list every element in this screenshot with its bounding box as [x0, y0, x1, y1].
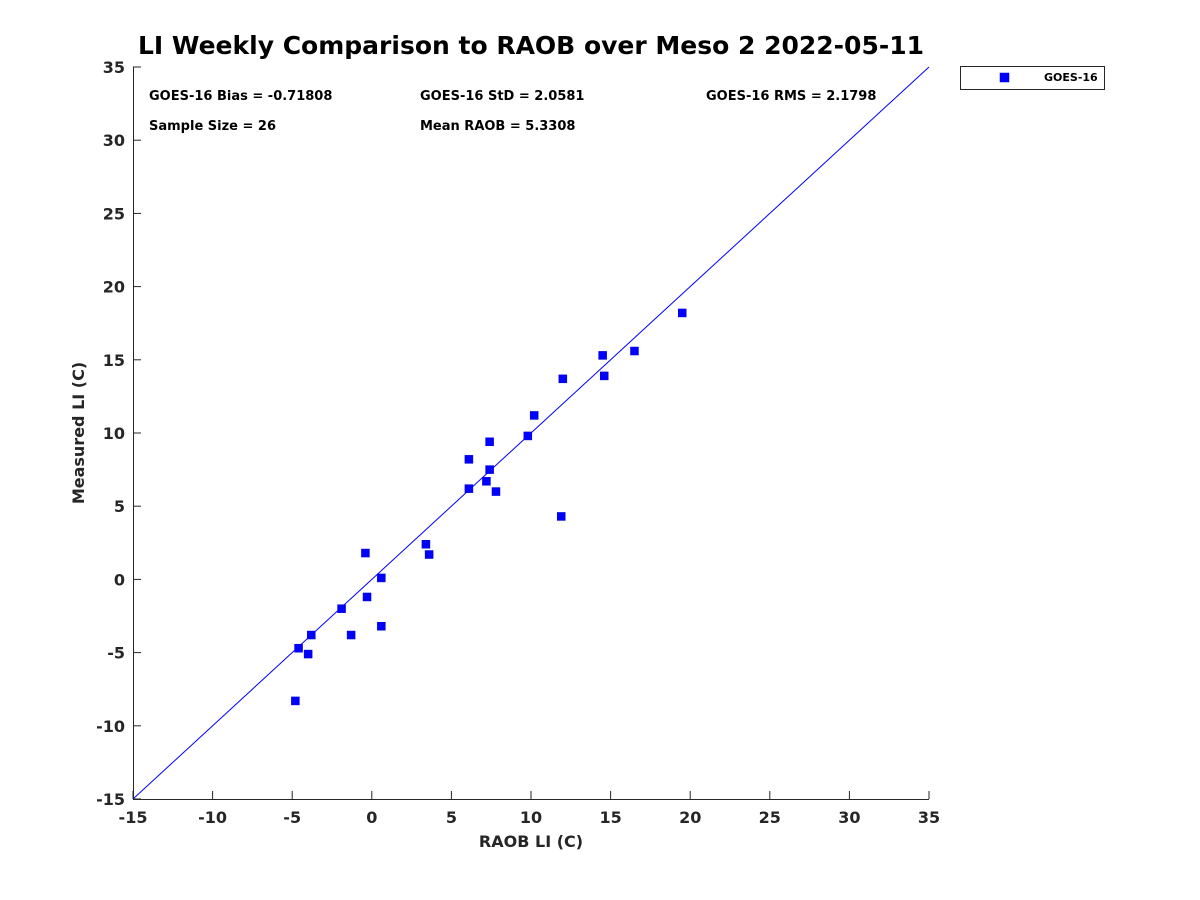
x-tick-label: -15 [119, 808, 148, 827]
data-point [303, 649, 313, 659]
data-point [482, 477, 491, 486]
y-tick-label: 0 [114, 570, 125, 589]
y-tick-label: 10 [103, 424, 125, 443]
x-tick-label: -10 [198, 808, 227, 827]
data-point [464, 455, 474, 464]
data-point [485, 465, 494, 474]
x-tick-label: 10 [520, 808, 542, 827]
mean-raob-annotation: Mean RAOB = 5.3308 [420, 119, 575, 134]
data-point [294, 643, 303, 653]
data-point [599, 371, 609, 381]
chart-title: LI Weekly Comparison to RAOB over Meso 2… [138, 31, 924, 60]
y-axis-ticks: -15 -10 -5 0 5 10 15 20 25 30 35 [96, 58, 141, 809]
data-point [377, 621, 386, 631]
y-tick-label: -5 [107, 644, 125, 663]
data-point [558, 374, 568, 384]
data-point [630, 346, 639, 356]
x-tick-label: 35 [918, 808, 940, 827]
legend: GOES-16 [960, 66, 1105, 90]
y-axis-label: Measured LI (C) [69, 362, 88, 504]
data-point [307, 630, 316, 640]
data-point [337, 604, 346, 613]
y-tick-label: 15 [103, 351, 125, 370]
bias-annotation: GOES-16 Bias = -0.71808 [149, 89, 332, 104]
data-point [485, 437, 494, 447]
data-point [346, 630, 356, 640]
y-tick-label: 25 [103, 204, 125, 223]
x-axis-ticks: -15 -10 -5 0 5 10 15 20 25 30 35 [119, 791, 940, 827]
rms-annotation: GOES-16 RMS = 2.1798 [706, 89, 876, 104]
sample-size-annotation: Sample Size = 26 [149, 119, 276, 134]
plot-area: -15 -10 -5 0 5 10 15 20 25 30 35 -15 -10 -5 0 5 10 15 20 2… [96, 58, 940, 827]
data-point [598, 351, 607, 360]
legend-box [960, 66, 1105, 90]
data-point [291, 696, 300, 706]
x-tick-label: -5 [283, 808, 301, 827]
stats-annotations: GOES-16 Bias = -0.71808 GOES-16 StD = 2.… [149, 89, 876, 134]
y-tick-label: -15 [96, 790, 125, 809]
x-tick-label: 5 [446, 808, 457, 827]
legend-label-goes16: GOES-16 [1044, 71, 1098, 84]
data-point [677, 308, 687, 318]
x-tick-label: 30 [838, 808, 860, 827]
y-tick-label: 20 [103, 278, 125, 297]
legend-marker-square [999, 72, 1010, 83]
y-tick-label: 5 [114, 497, 125, 516]
std-annotation: GOES-16 StD = 2.0581 [420, 89, 584, 104]
data-point [529, 411, 539, 420]
x-tick-label: 15 [599, 808, 621, 827]
data-point [523, 431, 533, 441]
data-point [424, 550, 434, 559]
data-points [291, 308, 687, 706]
x-tick-label: 25 [759, 808, 781, 827]
data-point [377, 573, 386, 583]
x-tick-label: 20 [679, 808, 701, 827]
data-point [491, 487, 501, 496]
y-tick-label: 30 [103, 131, 125, 150]
x-axis-label: RAOB LI (C) [479, 832, 583, 851]
data-point [362, 592, 372, 602]
y-tick-label: 35 [103, 58, 125, 77]
data-point [361, 548, 370, 558]
data-point [556, 512, 566, 521]
data-point [464, 484, 474, 493]
x-tick-label: 0 [366, 808, 377, 827]
data-point [421, 540, 431, 549]
y-tick-label: -10 [96, 717, 125, 736]
